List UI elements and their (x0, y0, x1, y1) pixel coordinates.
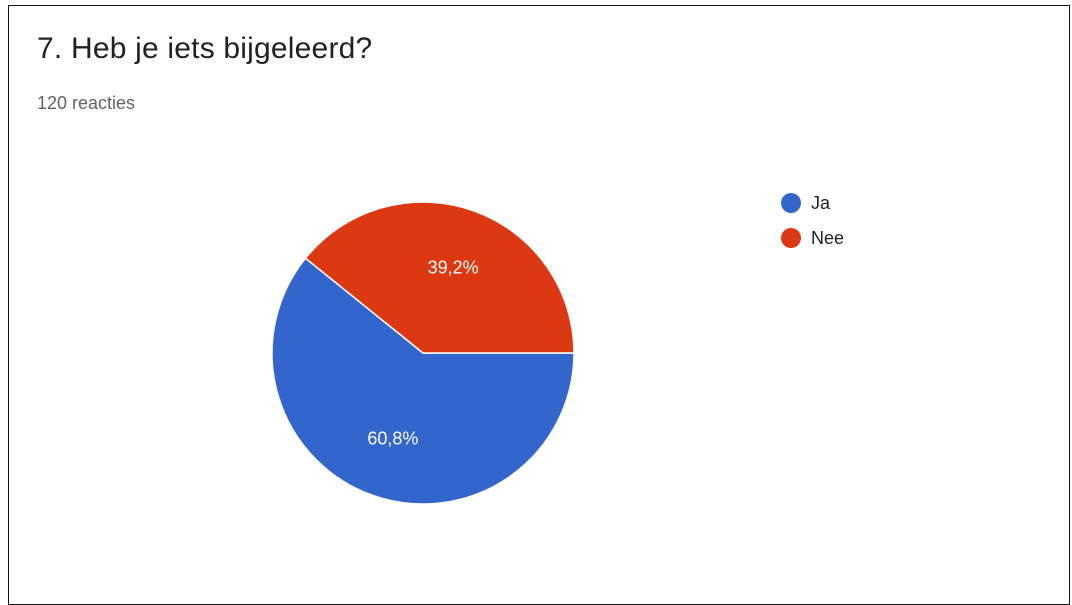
legend-item-nee: Nee (781, 228, 844, 248)
legend-label-nee: Nee (811, 228, 844, 248)
chart-title: 7. Heb je iets bijgeleerd? (37, 32, 373, 65)
legend-label-ja: Ja (811, 193, 831, 213)
chart-card: 7. Heb je iets bijgeleerd? 120 reacties … (8, 5, 1070, 605)
legend-item-ja: Ja (781, 193, 831, 213)
pie-slice-ja (271, 257, 575, 505)
slice-label-ja: 60,8% (367, 428, 418, 448)
legend-swatch-nee (781, 228, 801, 248)
slice-label-nee: 39,2% (428, 258, 479, 278)
pie-chart: 60,8% 39,2% Ja Nee (271, 193, 844, 505)
legend-swatch-ja (781, 193, 801, 213)
pie-slice-nee (304, 201, 575, 354)
response-count: 120 reacties (37, 93, 136, 113)
